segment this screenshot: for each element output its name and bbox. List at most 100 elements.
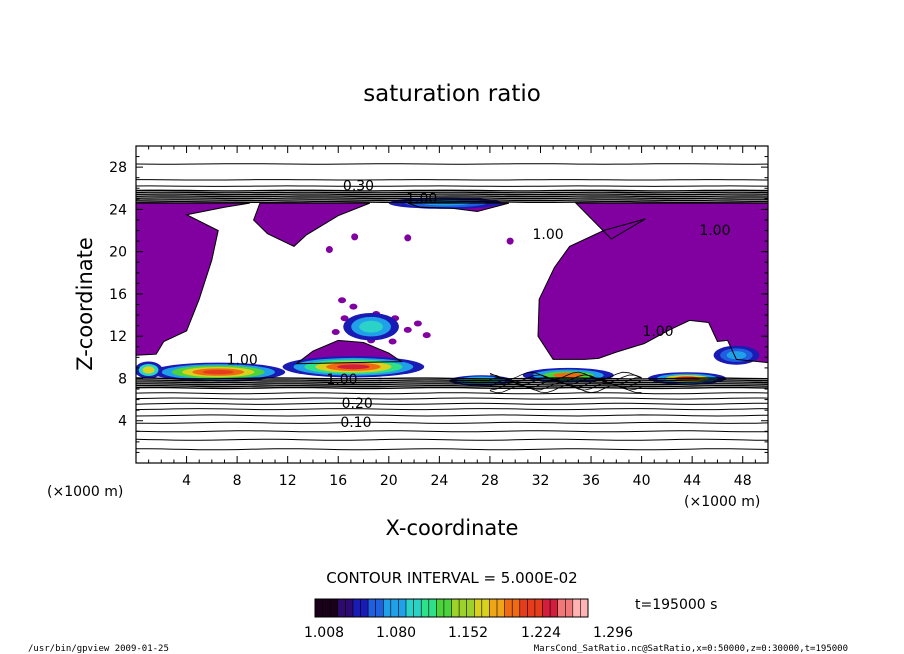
colorbar-swatch [512,599,521,617]
contour-line [136,408,768,411]
contour-label: 0.10 [340,415,371,431]
colorbar-swatch [443,599,452,617]
supersaturated-speckle [349,303,358,310]
contour-line [136,185,768,187]
colorbar-swatch [466,599,475,617]
colorbar-swatch [428,599,437,617]
supersaturated-speckle [388,338,397,345]
contour-line [136,438,768,441]
supersaturated-speckle [340,315,349,322]
supersaturated-region [538,203,768,363]
contour-label: 1.00 [406,191,437,207]
x-unit-right: (×1000 m) [684,494,760,510]
contour-line [136,201,768,203]
supersaturated-speckle [413,320,422,327]
saturation-band [359,320,383,333]
colorbar-swatch [345,599,354,617]
x-tick-label: 16 [329,473,347,489]
saturation-band [142,366,155,374]
colorbar-swatch [580,599,589,617]
chart-title: saturation ratio [363,81,541,107]
x-tick-label: 4 [182,473,191,489]
contour-line [537,202,768,364]
x-axis-label: X-coordinate [386,516,519,540]
contour-label: 1.00 [227,353,258,369]
x-tick-label: 44 [683,473,701,489]
contour-line [489,371,642,380]
contour-lines [136,163,768,451]
contour-label: 1.00 [326,372,357,388]
supersaturated-blob [325,246,333,254]
contour-line [407,202,510,213]
colorbar-swatch [481,599,490,617]
contour-label: 1.00 [699,223,730,239]
supersaturated-speckle [338,297,347,304]
footer-right: MarsCond_SatRatio.nc@SatRatio,x=0:50000,… [534,644,848,654]
colorbar-swatch [398,599,407,617]
contour-label: 0.30 [343,178,374,194]
contour-line [136,381,768,384]
x-tick-label: 24 [430,473,448,489]
colorbar-label: 1.080 [376,625,416,641]
x-tick-label: 32 [532,473,550,489]
contour-line [136,379,768,382]
colorbar [314,599,589,617]
x-axis-ticks: 4 8 12 16 20 24 28 32 36 40 44 48 [148,146,756,489]
supersaturated-region [253,203,370,247]
colorbar-swatch [360,599,369,617]
colorbar-swatch [497,599,506,617]
colorbar-swatch [413,599,422,617]
y-tick-label: 16 [109,287,127,303]
contour-label: 1.00 [642,324,673,340]
supersaturated-blob [404,234,412,242]
colorbar-swatch [550,599,559,617]
colorbar-swatch [383,599,392,617]
colorbar-label: 1.296 [593,625,633,641]
colorbar-swatch [421,599,430,617]
x-tick-label: 48 [734,473,752,489]
saturation-band [553,372,584,378]
contour-line [253,202,370,247]
contour-line [489,374,642,383]
colorbar-swatch [436,599,445,617]
colorbar-swatch [542,599,551,617]
colorbar-labels: 1.008 1.080 1.152 1.224 1.296 [304,625,633,641]
y-axis-label: Z-coordinate [73,237,97,371]
x-tick-label: 40 [633,473,651,489]
colorbar-swatch [557,599,566,617]
plot-area: 0.30 1.00 1.00 1.00 1.00 1.00 1.00 0.20 0.10 [136,146,768,463]
contour-label: 0.20 [342,396,373,412]
colorbar-swatch [368,599,377,617]
contour-line [294,339,403,365]
x-tick-label: 12 [279,473,297,489]
contour-line [136,377,768,380]
colorbar-swatch [315,599,324,617]
contour-line [136,199,768,202]
time-label: t=195000 s [635,597,717,613]
contour-line [136,448,768,451]
contour-line [136,392,768,395]
y-tick-label: 8 [118,372,127,388]
colorbar-swatch [406,599,415,617]
y-tick-label: 24 [109,202,127,218]
colorbar-swatch [337,599,346,617]
saturation-band [726,351,747,360]
supersaturated-speckle [331,328,340,335]
colorbar-label: 1.224 [521,625,561,641]
colorbar-swatch [322,599,331,617]
colorbar-swatch [474,599,483,617]
colorbar-frame [314,598,589,618]
y-tick-label: 20 [109,245,127,261]
colorbar-swatch [459,599,468,617]
contour-line [136,430,768,433]
colorbar-swatch [375,599,384,617]
saturation-band [337,364,370,370]
y-tick-label: 28 [109,160,127,176]
x-tick-label: 28 [481,473,499,489]
contour-line [136,202,250,356]
colorbar-swatch [330,599,339,617]
contour-line [136,386,768,390]
x-tick-label: 36 [582,473,600,489]
supersaturated-speckle [403,326,412,333]
